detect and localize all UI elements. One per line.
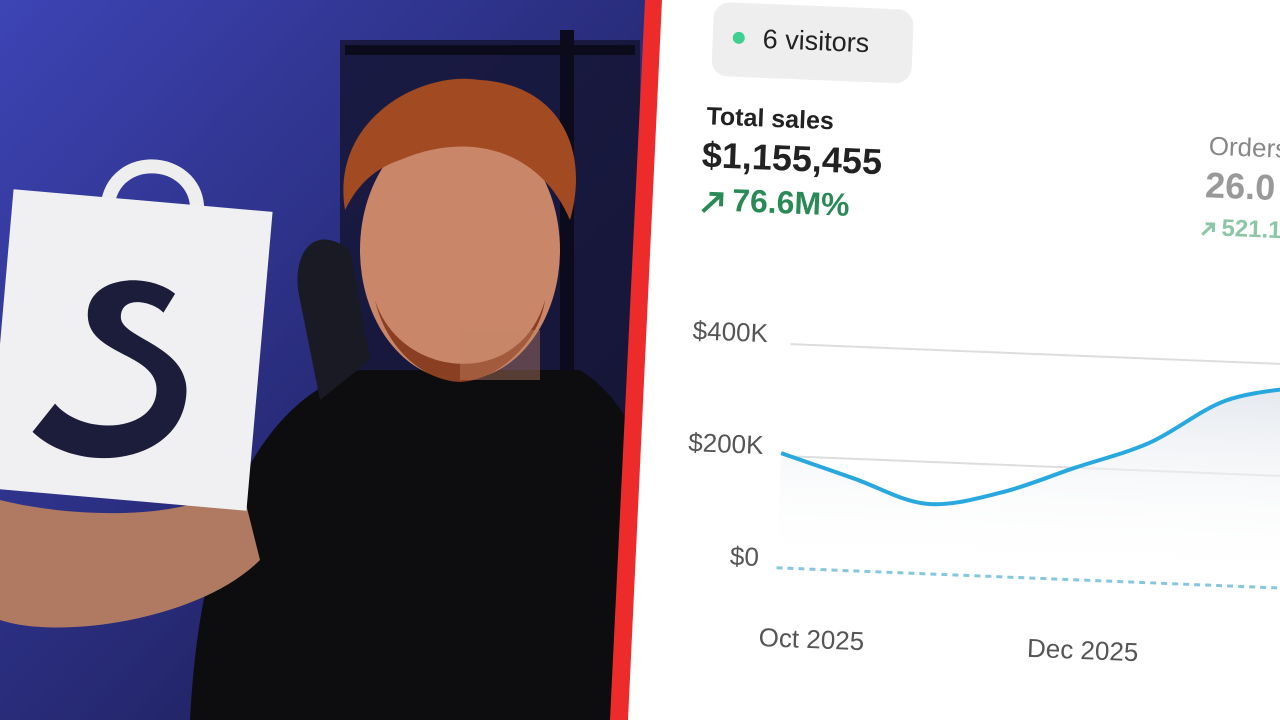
y-tick-label: $200K (688, 427, 765, 460)
y-tick-label: $0 (729, 541, 759, 572)
live-dot (732, 31, 745, 44)
up-arrow (1201, 222, 1216, 236)
up-arrow (701, 191, 724, 214)
visitors: 6 visitors (762, 24, 870, 58)
photo (0, 0, 680, 720)
area (776, 387, 1280, 589)
dashboard: 6 visitors Total sales $1,155,455 76.6M%… (688, 2, 1280, 667)
metric-value: 26.0 (1204, 164, 1276, 208)
metric-label: Total sales (706, 102, 834, 135)
metric-label: Orders (1208, 131, 1280, 164)
metric-value: $1,155,455 (701, 134, 883, 182)
divider (610, 0, 666, 720)
dashboard-panel: 6 visitors Total sales $1,155,455 76.6M%… (628, 0, 1280, 720)
comparison-line (776, 566, 1280, 590)
line (780, 385, 1280, 507)
metric-change: 76.6M% (732, 182, 851, 223)
visitors-pill (711, 2, 914, 84)
x-tick-label: Oct 2025 (758, 622, 865, 656)
grid-line (790, 343, 1280, 366)
y-tick-label: $400K (692, 315, 769, 348)
x-tick-label: Dec 2025 (1027, 633, 1139, 667)
metric-change: 521.1 (1221, 215, 1280, 244)
